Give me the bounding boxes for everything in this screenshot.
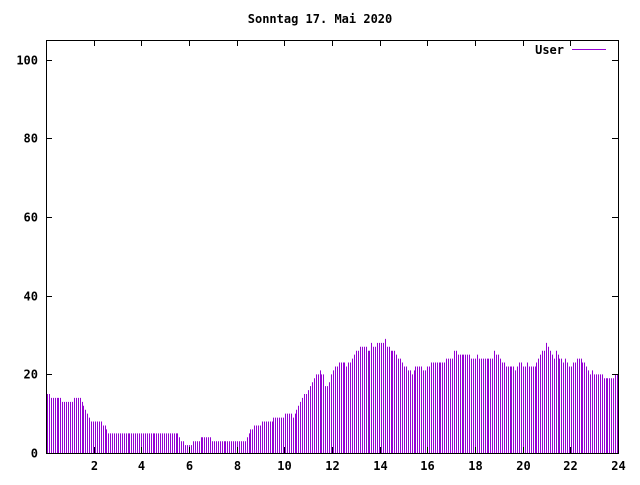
y-tick-label: 60 — [24, 211, 38, 225]
x-tick-label: 10 — [277, 459, 291, 473]
x-tick-label: 8 — [234, 459, 241, 473]
x-tick-label: 22 — [563, 459, 577, 473]
x-tick-label: 18 — [468, 459, 482, 473]
chart-title: Sonntag 17. Mai 2020 — [247, 12, 393, 26]
y-tick-label: 0 — [31, 447, 38, 461]
x-tick-label: 4 — [138, 459, 145, 473]
x-tick-label: 2 — [91, 459, 98, 473]
x-tick-label: 24 — [611, 459, 625, 473]
y-tick-label: 40 — [24, 290, 38, 304]
x-tick-label: 20 — [516, 459, 530, 473]
x-tick-label: 16 — [420, 459, 434, 473]
plot-border — [46, 40, 619, 454]
legend-label: User — [535, 43, 564, 57]
y-tick-label: 20 — [24, 368, 38, 382]
x-tick-label: 12 — [325, 459, 339, 473]
y-tick-label: 80 — [24, 132, 38, 146]
x-tick-label: 14 — [373, 459, 387, 473]
y-tick-label: 100 — [16, 54, 38, 68]
x-tick-label: 6 — [186, 459, 193, 473]
legend: User — [535, 43, 606, 57]
bars-group — [47, 338, 618, 453]
